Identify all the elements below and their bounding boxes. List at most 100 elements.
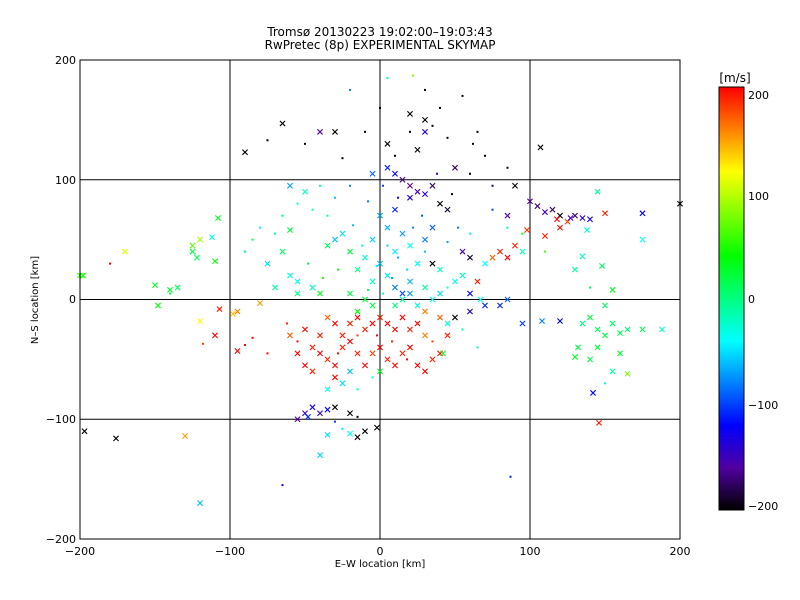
data-point-x: [384, 224, 391, 231]
data-point-x-stroke: [155, 302, 161, 309]
data-point-x-stroke: [482, 302, 488, 309]
data-point-x: [339, 230, 346, 237]
data-point-x: [212, 332, 218, 339]
data-point-x: [362, 296, 368, 303]
data-point-x: [174, 284, 181, 291]
data-point-x: [572, 212, 578, 219]
data-point-dot: [439, 106, 441, 109]
data-point-x-stroke: [429, 260, 436, 267]
colorbar-tick-label: 200: [748, 89, 769, 102]
data-point-x: [437, 266, 443, 273]
data-point-x-stroke: [279, 248, 286, 255]
data-point-x-stroke: [215, 215, 221, 222]
data-point-x-stroke: [347, 368, 353, 375]
data-point-dot: [451, 193, 453, 196]
data-point-x-stroke: [362, 326, 368, 333]
data-point-x-stroke: [212, 332, 218, 339]
data-point-x: [429, 182, 436, 189]
data-point-x: [444, 332, 451, 339]
data-point-x-stroke: [429, 182, 436, 189]
data-point-x-stroke: [584, 227, 590, 234]
data-point-x-stroke: [437, 266, 443, 273]
data-point-x-stroke: [216, 306, 223, 313]
data-point-x-stroke: [422, 308, 428, 315]
data-point-x-stroke: [354, 350, 361, 357]
data-point-x: [354, 314, 361, 321]
data-point-dot: [521, 232, 524, 235]
data-point-x-stroke: [182, 433, 188, 440]
data-point-dot: [436, 172, 438, 175]
data-point-x: [197, 318, 203, 325]
data-point-x-stroke: [384, 224, 391, 231]
data-point-dot: [391, 276, 393, 279]
data-point-x: [347, 338, 353, 345]
data-point-dot: [349, 88, 351, 91]
data-point-x-stroke: [369, 350, 376, 357]
data-point-x-stroke: [354, 308, 361, 315]
data-point-x: [579, 253, 586, 260]
data-point-x: [347, 248, 353, 255]
data-point-x-stroke: [234, 348, 241, 354]
data-point-x-stroke: [332, 404, 338, 411]
data-point-x: [489, 254, 496, 261]
data-point-x: [596, 419, 602, 426]
data-point-x: [347, 290, 353, 297]
data-point-x: [594, 188, 601, 195]
data-point-x: [414, 146, 421, 153]
data-point-x: [414, 320, 421, 327]
data-point-x: [317, 410, 323, 417]
data-point-x-stroke: [152, 282, 158, 289]
data-point-x: [575, 344, 581, 351]
data-point-x-stroke: [369, 320, 376, 327]
data-point-x: [369, 278, 376, 285]
data-point-dot: [356, 334, 359, 337]
data-point-x-stroke: [332, 374, 338, 381]
data-point-x-stroke: [324, 314, 331, 321]
data-point-x: [579, 320, 586, 327]
data-point-x-stroke: [197, 318, 203, 325]
data-point-x: [609, 320, 616, 327]
data-point-x-stroke: [174, 284, 181, 291]
data-point-x-stroke: [609, 368, 616, 375]
data-point-x: [324, 356, 331, 363]
data-point-dot: [424, 88, 426, 91]
data-point-x-stroke: [309, 284, 316, 291]
data-point-x: [572, 353, 578, 360]
data-point-x: [444, 320, 451, 327]
data-point-x: [504, 254, 511, 261]
data-point-x: [242, 149, 248, 156]
data-point-x-stroke: [399, 176, 406, 183]
data-point-x: [392, 284, 398, 291]
colorbar: [m/s] 200 100 0 −100 −200: [718, 71, 778, 513]
data-point-x-stroke: [317, 452, 323, 459]
data-point-x: [347, 430, 353, 437]
data-point-x: [279, 248, 286, 255]
data-point-x: [362, 254, 368, 261]
data-point-x-stroke: [554, 216, 560, 223]
data-point-x: [377, 314, 383, 321]
data-point-dot: [544, 250, 546, 253]
data-point-x-stroke: [407, 326, 413, 333]
data-point-x: [230, 310, 236, 317]
data-point-dot: [382, 184, 384, 187]
data-point-x: [377, 368, 383, 375]
data-point-x: [482, 260, 488, 267]
data-point-x: [302, 326, 308, 333]
data-point-dot: [421, 214, 423, 217]
data-point-x: [399, 290, 406, 297]
data-point-dot: [446, 286, 449, 289]
data-point-x-stroke: [594, 344, 601, 351]
data-point-x: [374, 424, 380, 431]
data-point-x: [609, 368, 616, 375]
data-point-x: [332, 404, 338, 411]
data-point-x: [305, 413, 311, 420]
data-point-x-stroke: [309, 404, 316, 411]
data-point-x: [155, 302, 161, 309]
data-point-x-stroke: [392, 326, 398, 333]
data-point-x-stroke: [392, 206, 398, 213]
data-point-x: [407, 110, 413, 117]
data-point-x: [407, 182, 413, 189]
data-point-x: [617, 330, 623, 337]
data-point-x: [639, 210, 646, 217]
data-point-x: [294, 278, 301, 285]
